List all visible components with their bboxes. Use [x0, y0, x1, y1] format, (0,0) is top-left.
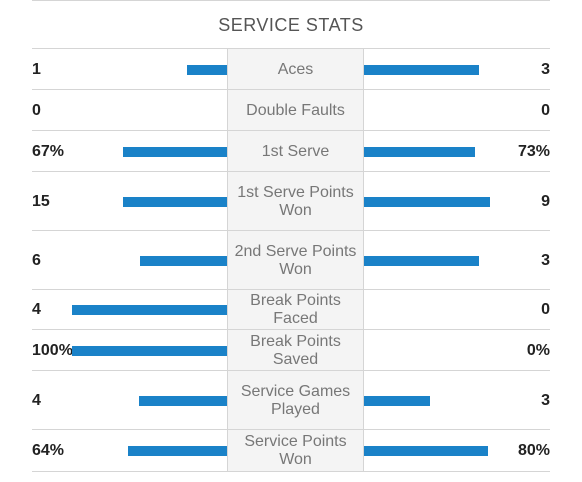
player1-value: 1: [32, 60, 41, 78]
player2-bar: [363, 64, 479, 75]
stat-label: 1st Serve Points Won: [227, 172, 364, 231]
player1-bar: [123, 196, 227, 207]
player1-bar: [187, 64, 227, 75]
player2-bar: [363, 445, 488, 456]
stat-label: Break Points Faced: [227, 290, 364, 330]
player2-value: 0%: [526, 341, 550, 359]
player1-value: 15: [32, 192, 50, 210]
service-stats-panel: SERVICE STATS 1 3 Aces 0 0 Double Faults 67% 73…: [32, 0, 550, 472]
player1-bar: [139, 395, 227, 406]
stat-row: 67% 73% 1st Serve: [32, 130, 550, 172]
stat-label: Double Faults: [227, 90, 364, 131]
stat-label: Service Games Played: [227, 371, 364, 430]
player2-value: 80%: [517, 441, 550, 459]
player2-value: 73%: [517, 142, 550, 160]
stat-label: Service Points Won: [227, 430, 364, 471]
stat-label: 1st Serve: [227, 131, 364, 172]
player1-value: 64%: [32, 441, 65, 459]
player1-bar: [128, 445, 227, 456]
player2-value: 0: [541, 301, 550, 318]
player2-value: 3: [541, 391, 550, 409]
stat-row: 64% 80% Service Points Won: [32, 429, 550, 472]
player2-value: 9: [541, 192, 550, 210]
stat-row: 6 3 2nd Serve Points Won: [32, 230, 550, 290]
player2-value: 3: [541, 251, 550, 269]
stat-row: 100% 0% Break Points Saved: [32, 329, 550, 371]
section-title: SERVICE STATS: [32, 0, 550, 49]
player2-bar: [363, 146, 475, 157]
player1-bar: [123, 146, 227, 157]
player2-bar: [363, 196, 490, 207]
player2-value: 3: [541, 60, 550, 78]
player2-value: 0: [541, 101, 550, 119]
player1-value: 0: [32, 101, 41, 119]
player1-value: 6: [32, 251, 41, 269]
stat-label: Break Points Saved: [227, 330, 364, 371]
player1-value: 4: [32, 391, 41, 409]
stat-row: 4 3 Service Games Played: [32, 370, 550, 430]
player1-value: 100%: [32, 341, 73, 359]
player1-value: 67%: [32, 142, 65, 160]
stat-row: 15 9 1st Serve Points Won: [32, 171, 550, 231]
stat-row: 1 3 Aces: [32, 48, 550, 90]
player2-bar: [363, 395, 430, 406]
player1-bar: [72, 345, 227, 356]
player2-bar: [363, 255, 479, 266]
player1-bar: [72, 305, 227, 315]
player1-value: 4: [32, 301, 41, 318]
stat-row: 4 0 Break Points Faced: [32, 289, 550, 330]
stat-row: 0 0 Double Faults: [32, 89, 550, 131]
stat-label: Aces: [227, 49, 364, 90]
player1-bar: [140, 255, 227, 266]
stat-label: 2nd Serve Points Won: [227, 231, 364, 290]
